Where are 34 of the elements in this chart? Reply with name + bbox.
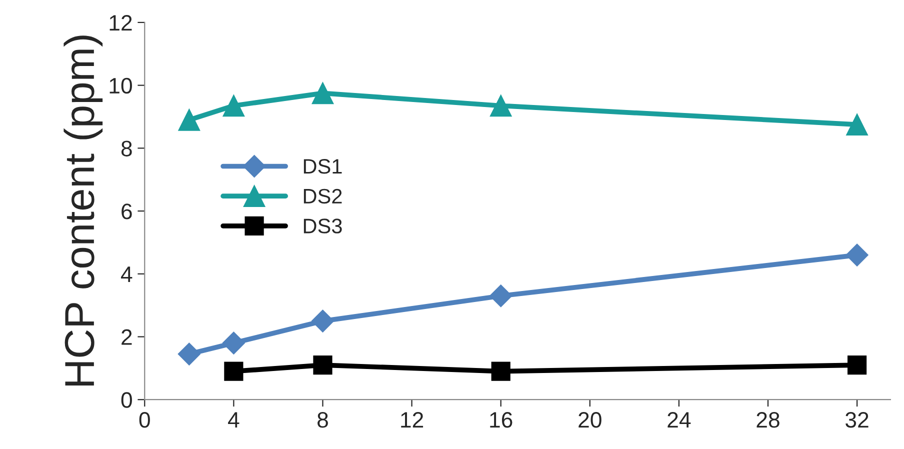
legend-label: DS1 xyxy=(304,158,342,174)
y-axis-title: HCP content (ppm) xyxy=(64,36,103,386)
x-tick-label: 0 xyxy=(139,412,150,428)
x-tick-label: 12 xyxy=(401,412,424,428)
point xyxy=(311,310,334,332)
point xyxy=(846,114,868,136)
x-tick-label: 4 xyxy=(228,412,240,428)
point xyxy=(222,332,246,354)
point xyxy=(178,342,200,366)
y-tick-label: 6 xyxy=(122,204,132,220)
point xyxy=(222,94,245,117)
point xyxy=(848,355,867,375)
x-tick-label: 20 xyxy=(578,412,602,428)
point xyxy=(846,244,868,266)
point xyxy=(312,82,334,104)
y-tick-label: 0 xyxy=(121,392,132,408)
x-tick-label: 8 xyxy=(318,412,328,428)
point xyxy=(491,362,510,381)
x-tick-label: 16 xyxy=(490,412,512,428)
y-tick-label: 10 xyxy=(110,78,132,94)
point xyxy=(313,355,332,375)
x-tick-label: 24 xyxy=(668,412,691,428)
x-tick-label: 28 xyxy=(756,412,780,428)
point xyxy=(224,362,244,381)
legend-label: DS2 xyxy=(304,188,342,204)
legend-label: DS3 xyxy=(304,218,342,234)
point xyxy=(178,108,200,131)
y-tick-label: 12 xyxy=(110,14,132,30)
point xyxy=(490,94,512,117)
y-tick-label: 4 xyxy=(120,266,132,282)
point xyxy=(490,284,512,308)
y-tick-label: 8 xyxy=(121,140,132,156)
x-tick-label: 32 xyxy=(846,412,868,428)
y-tick-label: 2 xyxy=(122,329,132,345)
